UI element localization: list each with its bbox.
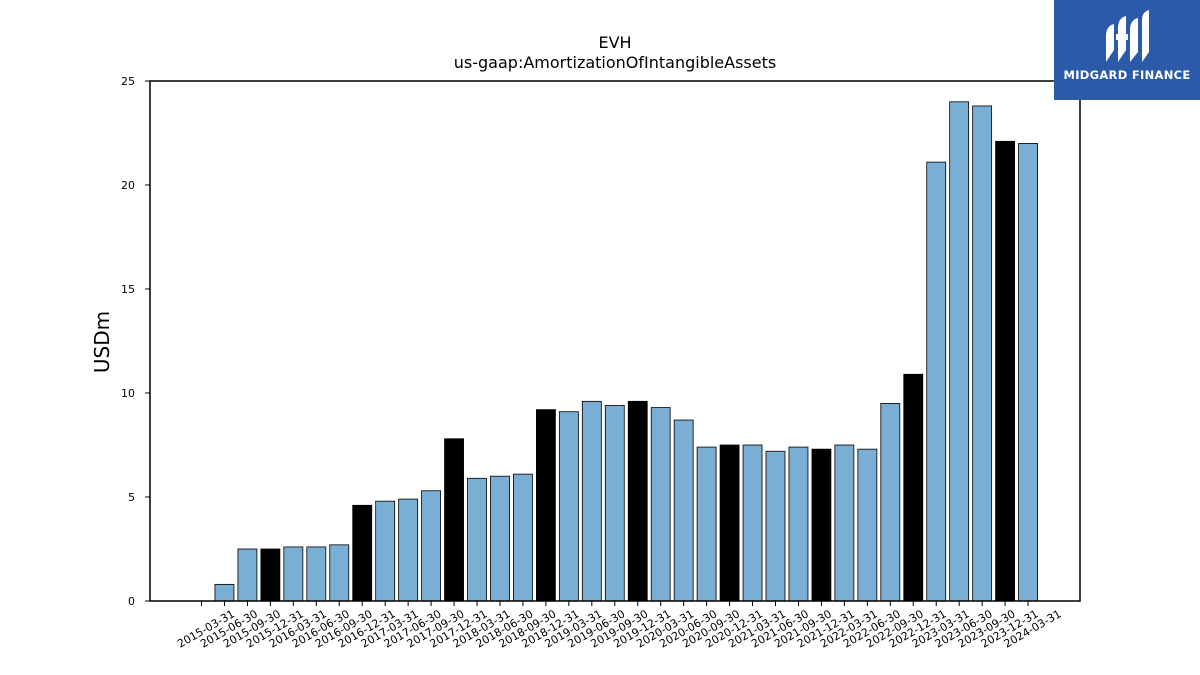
y-tick-label: 15 [121,283,135,296]
bar-2016-06-30 [306,546,327,602]
y-tick-label: 5 [128,491,135,504]
bar-2016-03-31 [283,546,304,602]
bar-2017-06-30 [398,498,419,602]
bar-2021-06-30 [765,450,786,602]
x-axis-ticks: 2015-03-312015-06-302015-09-302015-12-31… [175,601,1064,651]
bar-2021-12-31 [811,448,832,602]
bar-2017-09-30 [421,490,442,602]
bar-2018-03-31 [467,477,487,602]
bar-2019-06-30 [581,400,602,602]
y-tick-label: 25 [121,75,135,88]
bar-2023-06-30 [949,101,970,602]
logo-mark-icon [1106,10,1149,62]
bar-2015-12-31 [260,548,281,602]
y-tick-label: 10 [121,387,135,400]
bar-2021-09-30 [788,446,809,602]
bar-2020-06-30 [673,419,694,602]
bar-2022-06-30 [857,448,878,602]
bar-2017-03-31 [375,500,396,602]
bar-2019-09-30 [604,405,625,602]
bar-2022-03-31 [834,444,855,602]
bar-2020-09-30 [696,446,717,602]
y-axis-label: USDm [90,311,114,373]
bar-2016-12-31 [352,504,373,602]
y-axis-ticks: 0 5 10 15 20 25 [121,75,150,608]
chart-title: EVH [598,33,631,52]
bar-2019-12-31 [627,400,648,602]
plot-frame [149,80,1081,602]
bar-2023-12-31 [995,140,1015,602]
logo: MIDGARD FINANCE [1054,0,1200,100]
bar-2018-12-31 [536,409,556,602]
y-tick-label: 0 [128,595,135,608]
bar-2020-03-31 [650,407,671,602]
bar-2018-06-30 [490,475,510,602]
bar-2017-12-31 [444,438,464,602]
y-tick-label: 20 [121,179,135,192]
bar-2020-12-31 [719,444,740,602]
bar-2022-09-30 [880,402,901,602]
bar-2023-03-31 [926,161,947,602]
bar-2021-03-31 [742,444,763,602]
logo-text: MIDGARD FINANCE [1063,68,1191,82]
bar-2024-03-31 [1018,142,1038,602]
bar-2022-12-31 [903,373,924,602]
bars-group [214,101,1038,602]
chart-subtitle: us-gaap:AmortizationOfIntangibleAssets [454,53,776,72]
bar-2015-06-30 [214,583,235,602]
bar-2016-09-30 [329,544,350,602]
bar-2023-09-30 [972,105,993,602]
bar-2019-03-31 [558,411,579,602]
bar-2018-09-30 [513,473,533,602]
bar-2015-09-30 [237,548,258,602]
